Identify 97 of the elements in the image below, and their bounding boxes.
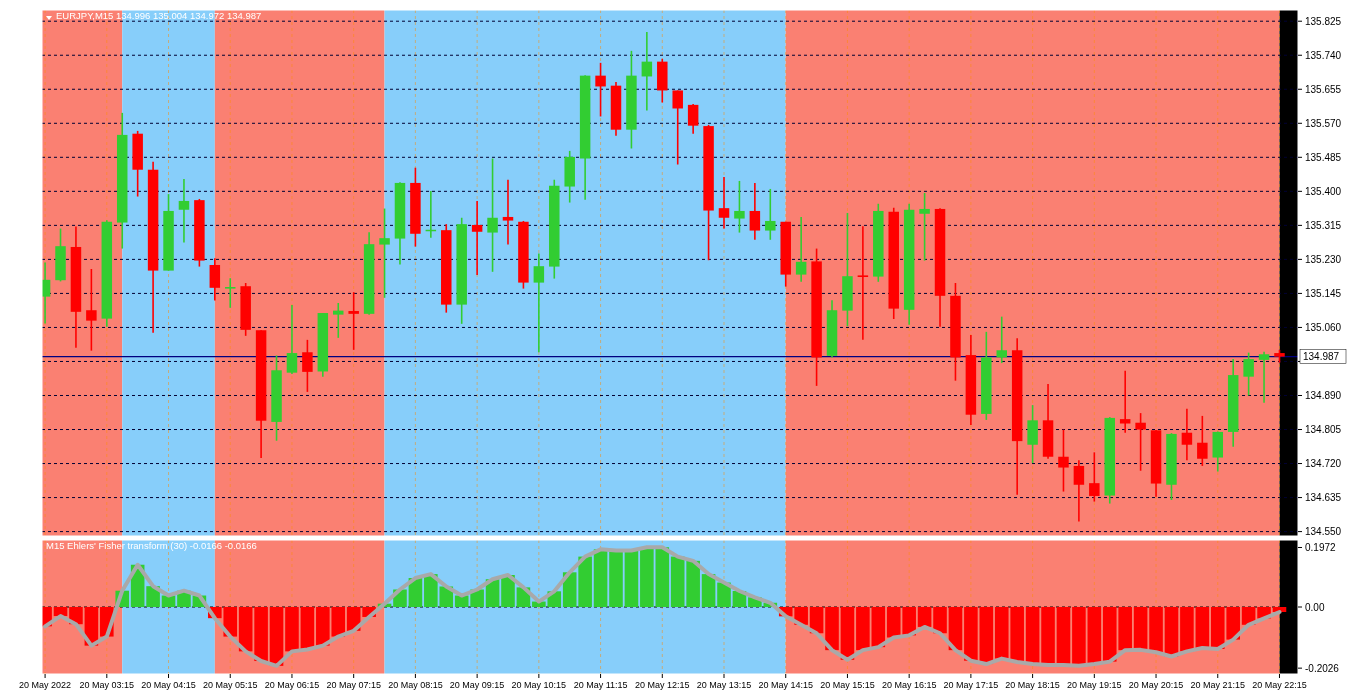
bar [578,556,592,607]
bar [933,607,947,634]
bar [1025,607,1040,665]
y-tick-label: 135.315 [1305,219,1342,231]
x-tick-label: 20 May 07:15 [326,680,381,690]
candlestick [502,178,514,246]
candlestick [734,180,745,234]
candlestick [471,200,483,276]
candlestick [209,257,221,302]
bar [1164,607,1179,657]
y-tick-label: 134.550 [1305,526,1342,538]
candlestick [1058,428,1069,493]
candlestick [487,157,498,273]
candlestick [333,302,344,339]
x-tick-label: 20 May 14:15 [758,680,813,690]
x-tick-label: 20 May 19:15 [1067,680,1122,690]
candlestick [795,216,807,283]
y-tick-label: 134.890 [1305,389,1342,401]
x-tick-label: 20 May 09:15 [449,680,505,690]
candlestick [996,315,1007,364]
y-tick-label: 0.1972 [1305,541,1337,553]
bar [1195,607,1210,649]
candlestick [533,252,545,354]
y-tick-label: 134.720 [1305,458,1342,470]
candlestick [765,188,776,241]
candlestick [379,207,390,299]
bar [1072,607,1086,666]
bar [1056,607,1071,665]
bar [979,607,994,665]
bar [917,607,932,627]
y-tick-label: 135.485 [1305,151,1342,163]
bar [1041,607,1055,665]
x-tick-label: 20 May 16:15 [881,680,937,690]
candlestick [225,277,236,309]
y-tick-label: 135.060 [1305,321,1342,333]
bar [1087,607,1102,665]
x-tick-label: 20 May 11:15 [573,680,628,690]
y-tick-label: 135.570 [1305,117,1342,129]
x-tick-label: 20 May 21:15 [1190,680,1246,690]
y-tick-label: 0.00 [1305,601,1325,613]
x-tick-label: 20 May 10:15 [511,680,567,690]
x-tick-label: 20 May 18:15 [1005,680,1060,690]
y-tick-label: 135.655 [1305,83,1342,95]
bar [1149,607,1163,653]
candlestick [302,339,313,393]
y-tick-label: 135.740 [1305,49,1342,61]
candlestick [1181,407,1193,462]
bar [1180,607,1194,652]
candlestick [1073,459,1085,523]
candlestick [1243,351,1254,397]
bar [285,607,299,652]
x-tick-label: 20 May 2022 [19,680,72,690]
y-tick-label: 135.230 [1305,253,1342,265]
x-tick-label: 20 May 13:15 [696,680,752,690]
x-tick-label: 20 May 03:15 [79,680,135,690]
y-tick-label: 134.635 [1305,492,1342,504]
candlestick [178,178,190,244]
candlestick [857,225,869,341]
bar [856,607,870,651]
y-tick-label: 135.145 [1305,287,1342,299]
candlestick [86,268,97,352]
bar [624,550,639,607]
y-tick-label: 134.805 [1305,424,1342,436]
y-tick-label: 135.825 [1305,15,1342,27]
candlestick [919,192,930,262]
candlestick [286,304,298,375]
x-tick-label: 20 May 04:15 [141,680,196,690]
bar [964,607,978,661]
x-tick-label: 20 May 20:15 [1128,680,1184,690]
candlestick [1135,412,1146,472]
candlestick [595,62,606,118]
candlestick [348,291,359,351]
candlestick [687,103,699,135]
candlestick [1258,351,1270,404]
bar [593,549,608,607]
candlestick [672,89,683,166]
x-tick-label: 20 May 17:15 [943,680,999,690]
bar [300,607,315,650]
x-tick-label: 20 May 12:15 [635,680,690,690]
bar [609,550,623,607]
candlestick [1197,415,1208,467]
y-tick-label: 135.400 [1305,185,1342,197]
candlestick [641,31,653,112]
candlestick [749,182,761,241]
y-tick-label: -0.2026 [1305,662,1340,674]
ref-line-label: 134.987 [1303,351,1340,363]
x-tick-label: 20 May 05:15 [202,680,258,690]
bar [254,607,268,662]
x-tick-label: 20 May 15:15 [820,680,875,690]
candlestick [718,176,730,230]
x-tick-label: 20 May 08:15 [388,680,443,690]
bar [825,607,839,651]
candlestick [1089,451,1100,503]
x-tick-label: 20 May 22:15 [1252,680,1307,690]
candlestick [1119,369,1131,434]
bar [1133,607,1148,650]
x-tick-label: 20 May 06:15 [264,680,320,690]
